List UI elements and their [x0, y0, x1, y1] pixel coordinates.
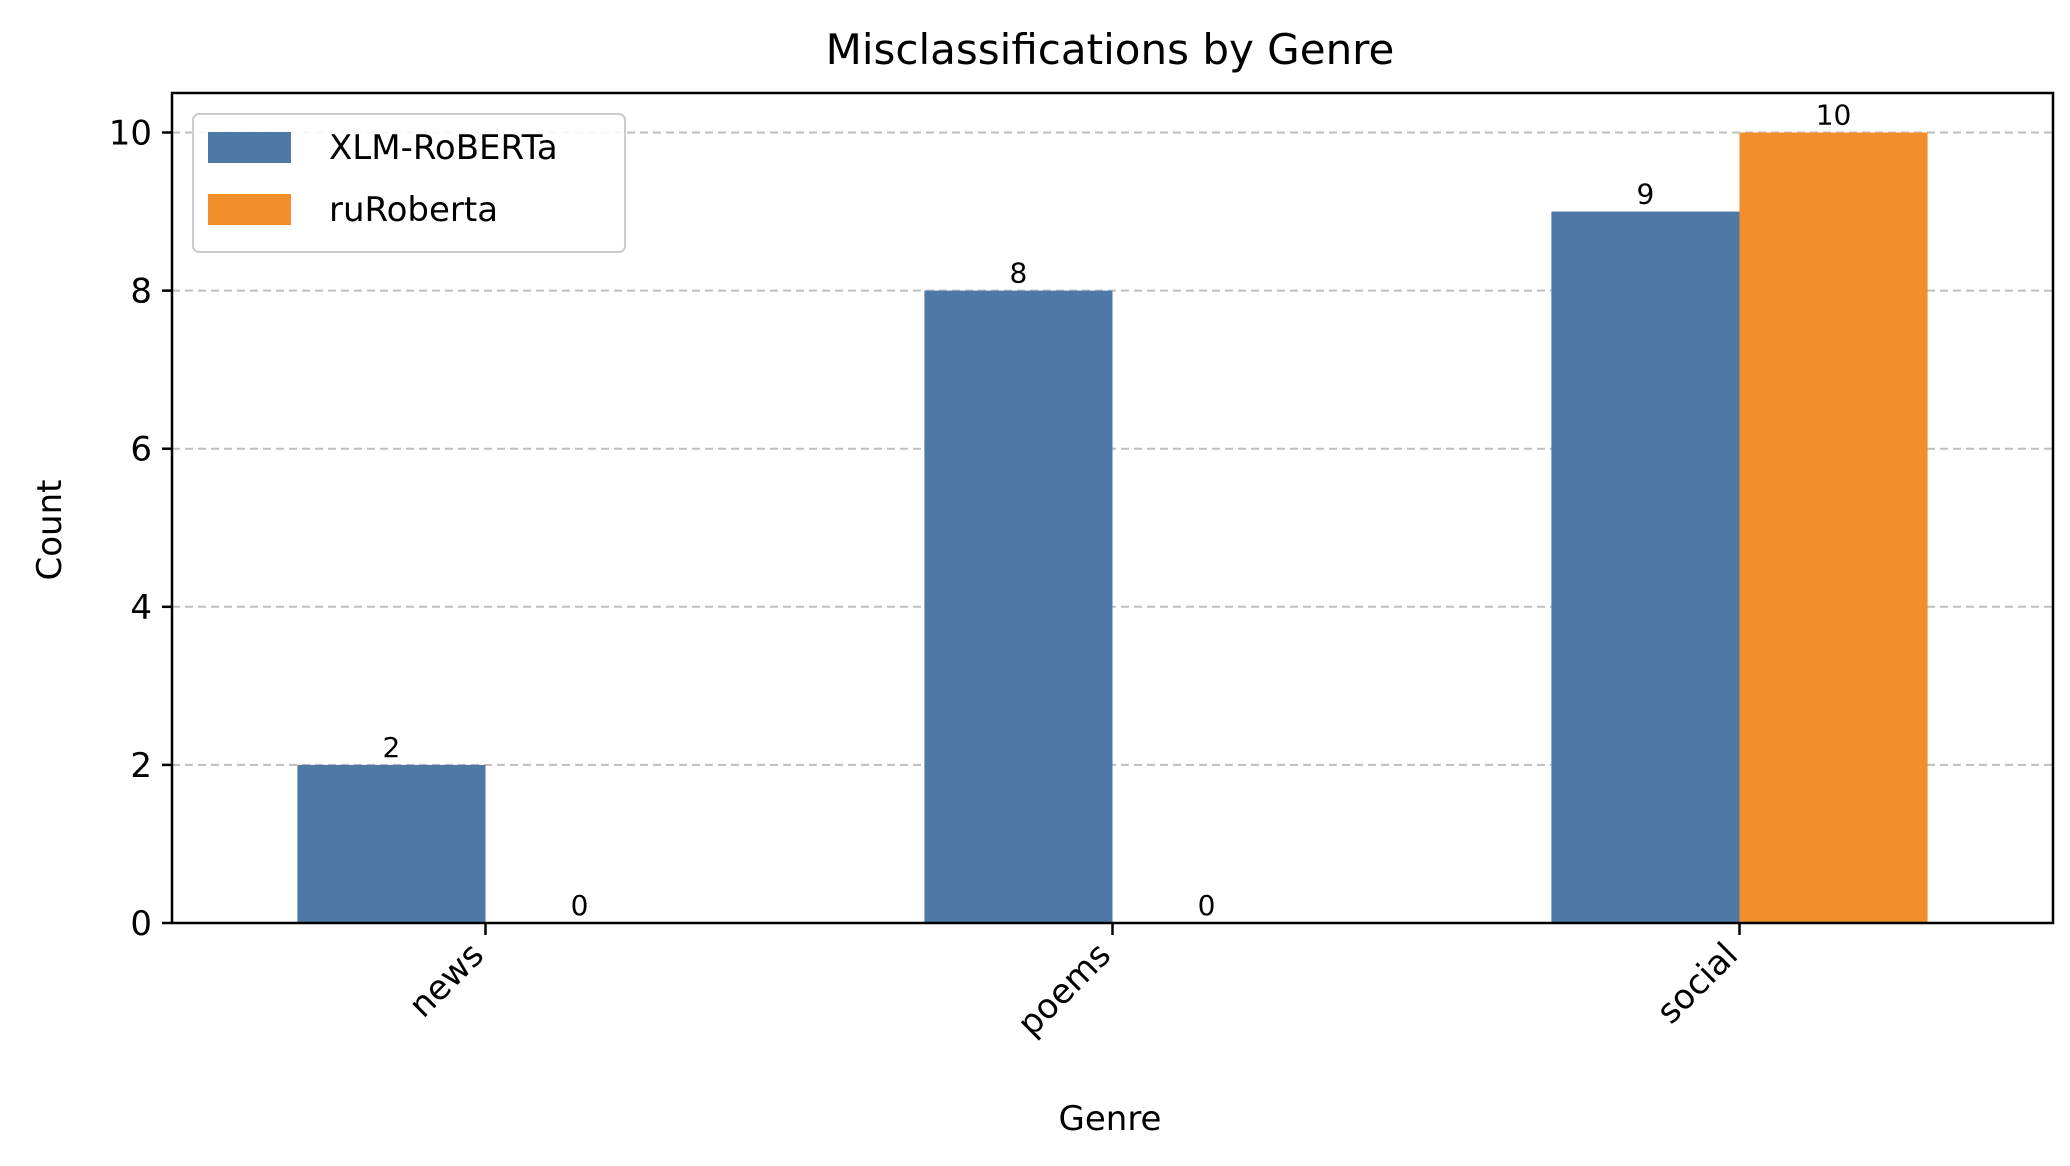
bar-value-label: 10	[1816, 99, 1852, 132]
legend-label: XLM-RoBERTa	[329, 128, 558, 168]
x-axis-label: Genre	[1059, 1099, 1162, 1139]
bar-value-label: 0	[1198, 889, 1216, 922]
legend-label: ruRoberta	[329, 190, 498, 230]
bar-labels: 2 0 8 0 9 10	[383, 99, 1852, 922]
legend: XLM-RoBERTa ruRoberta	[192, 113, 626, 253]
legend-swatch-ruroberta	[208, 194, 291, 225]
bars	[297, 132, 1928, 924]
bar-value-label: 9	[1637, 178, 1655, 211]
y-tick-label: 10	[109, 114, 152, 154]
y-tick-label: 2	[130, 746, 152, 786]
legend-swatch-xlm-roberta	[208, 132, 291, 163]
x-axis: news poems social	[401, 923, 1746, 1044]
bar-value-label: 2	[383, 731, 401, 764]
y-tick-label: 4	[130, 588, 152, 628]
y-tick-label: 0	[130, 904, 152, 944]
legend-box	[192, 113, 626, 253]
y-tick-label: 8	[130, 272, 152, 312]
bar-xlm-roberta-poems	[924, 290, 1113, 924]
x-tick-label: poems	[1010, 935, 1119, 1044]
bar-xlm-roberta-social	[1551, 211, 1740, 924]
y-tick-label: 6	[130, 430, 152, 470]
bar-value-label: 0	[571, 889, 589, 922]
x-tick-label: news	[401, 935, 492, 1026]
bar-ruroberta-social	[1739, 132, 1928, 923]
y-axis-label: Count	[30, 480, 70, 581]
x-tick-label: social	[1649, 935, 1746, 1032]
bar-xlm-roberta-news	[297, 764, 486, 923]
chart-title: Misclassifications by Genre	[826, 25, 1395, 74]
y-axis: 0 2 4 6 8 10	[109, 114, 172, 944]
bar-value-label: 8	[1010, 257, 1028, 290]
